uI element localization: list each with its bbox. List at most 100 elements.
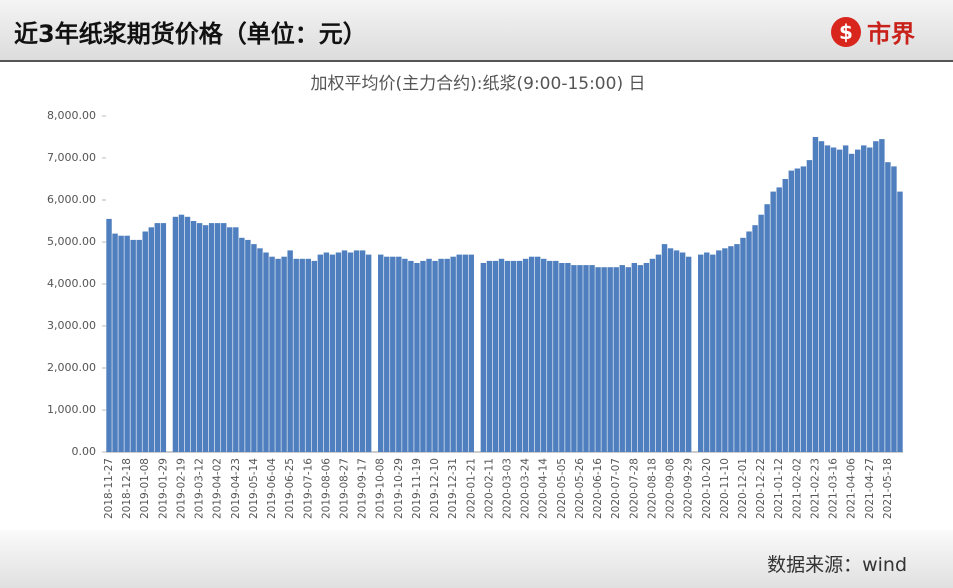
bar [184, 216, 191, 452]
bar [130, 239, 136, 452]
bar [655, 254, 662, 452]
bar [873, 141, 879, 452]
bar [565, 263, 571, 452]
x-tick-label: 2020-09-08 [665, 458, 677, 519]
y-tick-label: 7,000.00 [47, 151, 96, 164]
x-tick-label: 2020-02-11 [483, 458, 495, 519]
bar [541, 258, 547, 452]
bar [172, 216, 179, 452]
bar [836, 149, 843, 452]
bar [885, 162, 891, 452]
bar [142, 231, 148, 452]
bar [861, 145, 867, 452]
bar [329, 254, 336, 452]
bar [625, 267, 631, 452]
bar [480, 263, 487, 452]
x-tick-label: 2020-06-16 [592, 458, 604, 519]
bar [299, 258, 305, 452]
bar [704, 252, 710, 452]
x-tick-label: 2018-11-27 [103, 458, 115, 519]
bar [758, 214, 764, 452]
bar [649, 258, 656, 452]
bar [824, 145, 831, 452]
bar [263, 252, 269, 452]
bar [335, 252, 342, 452]
logo-icon: $ [831, 16, 861, 47]
x-tick-label: 2020-07-07 [610, 458, 622, 519]
bar [384, 256, 390, 452]
bar [257, 248, 263, 452]
bar [420, 260, 426, 452]
bar [679, 252, 686, 452]
bar [305, 258, 311, 452]
x-tick-label: 2020-10-20 [701, 458, 713, 519]
chart-title: 加权平均价(主力合约):纸浆(9:00-15:00) 日 [311, 74, 646, 94]
bar [854, 149, 861, 452]
page-title: 近3年纸浆期货价格（单位：元） [14, 20, 367, 48]
x-tick-label: 2019-05-14 [248, 458, 260, 519]
x-tick-label: 2020-05-05 [556, 458, 568, 519]
x-tick-label: 2021-02-23 [809, 458, 821, 519]
bar [498, 258, 505, 452]
y-tick-label: 6,000.00 [47, 193, 96, 206]
bar [251, 244, 257, 452]
bar [492, 260, 499, 452]
bar [408, 260, 414, 452]
bar [221, 223, 227, 452]
bar [631, 263, 638, 452]
x-tick-label: 2020-07-28 [628, 458, 640, 519]
bar [613, 267, 619, 452]
x-tick-label: 2019-03-12 [194, 458, 206, 519]
bar [601, 267, 607, 452]
x-tick-label: 2019-10-29 [393, 458, 405, 519]
bar [891, 166, 897, 452]
y-tick-label: 8,000.00 [47, 109, 96, 122]
y-tick-label: 0.00 [72, 445, 97, 458]
chart: 加权平均价(主力合约):纸浆(9:00-15:00) 日 0.00 1,000.0… [47, 74, 903, 519]
x-tick-label: 2021-04-06 [846, 458, 858, 519]
bar [643, 263, 650, 452]
bar [879, 139, 885, 452]
bar [190, 221, 197, 452]
bar [867, 147, 873, 452]
logo: $ 市界 [831, 14, 915, 49]
bar [734, 244, 740, 452]
x-tick-label: 2020-05-26 [574, 458, 586, 519]
bar [245, 239, 251, 452]
bar [830, 147, 837, 452]
x-tick-label: 2020-04-14 [538, 458, 550, 519]
bar [227, 227, 233, 452]
bar [752, 225, 758, 452]
bar [444, 258, 450, 452]
bar [287, 250, 293, 452]
bar [365, 254, 372, 452]
bar [293, 258, 299, 452]
bar [154, 223, 161, 452]
bar [202, 225, 209, 452]
bar [208, 223, 215, 452]
bar [553, 260, 559, 452]
bar [281, 256, 287, 452]
bar [685, 256, 692, 452]
x-tick-label: 2020-08-18 [646, 458, 658, 519]
bar [897, 191, 903, 452]
y-tick-label: 5,000.00 [47, 235, 96, 248]
bar [589, 265, 595, 452]
bar [667, 248, 674, 452]
bar [637, 265, 644, 452]
bar [710, 254, 716, 452]
bar [456, 254, 462, 452]
bar [414, 263, 420, 452]
x-tick-label: 2020-01-21 [465, 458, 477, 519]
bar [136, 239, 142, 452]
x-tick-label: 2019-01-29 [157, 458, 169, 519]
x-tick-label: 2021-05-18 [882, 458, 894, 519]
bar [842, 145, 849, 452]
bar [547, 260, 553, 452]
bar [106, 218, 112, 452]
x-tick-label: 2019-11-19 [411, 458, 423, 519]
bar [378, 254, 384, 452]
x-tick-label: 2020-03-03 [502, 458, 514, 519]
bar [619, 265, 625, 452]
